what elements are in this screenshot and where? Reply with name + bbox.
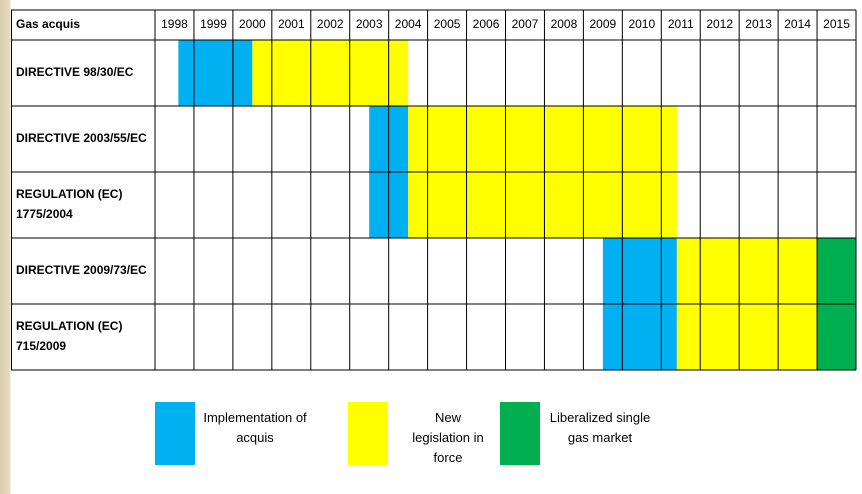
year-label: 2001: [278, 17, 305, 31]
legend-label: Implementation of acquis: [200, 408, 310, 448]
year-label: 2006: [473, 17, 500, 31]
phase-bar: [817, 238, 856, 304]
phase-bar: [676, 304, 818, 370]
year-label: 2014: [784, 17, 811, 31]
phase-bar: [408, 172, 677, 238]
header-label: Gas acquis: [16, 17, 80, 31]
year-label: 2007: [512, 17, 539, 31]
year-label: 2004: [395, 17, 422, 31]
legend-line: legislation in: [412, 430, 484, 445]
year-label: 2008: [551, 17, 578, 31]
year-label: 2013: [745, 17, 772, 31]
phase-bar: [602, 238, 677, 304]
year-label: 2015: [823, 17, 850, 31]
year-label: 1998: [161, 17, 188, 31]
legend-line: acquis: [236, 430, 274, 445]
year-label: 1999: [200, 17, 227, 31]
phase-bar: [408, 106, 677, 172]
year-label: 2011: [668, 17, 694, 31]
legend-line: gas market: [567, 430, 633, 445]
year-label: 2005: [434, 17, 461, 31]
legend-swatch: [155, 402, 195, 465]
year-label: 2009: [590, 17, 617, 31]
row-label: REGULATION (EC): [16, 187, 122, 201]
legend-swatch: [348, 402, 388, 465]
row-label: DIRECTIVE 98/30/EC: [16, 65, 134, 79]
legend-line: Liberalized single: [549, 410, 651, 425]
legend-swatch: [500, 402, 540, 465]
phase-bar: [817, 304, 856, 370]
year-label: 2003: [356, 17, 383, 31]
phase-bar: [676, 238, 818, 304]
row-label: DIRECTIVE 2009/73/EC: [16, 263, 147, 277]
legend-line: force: [433, 450, 463, 465]
year-label: 2012: [706, 17, 733, 31]
row-label: 1775/2004: [16, 207, 73, 221]
phase-bar: [252, 40, 409, 106]
legend-label: New legislation in force: [393, 408, 503, 468]
year-label: 2002: [317, 17, 344, 31]
year-label: 2000: [239, 17, 266, 31]
row-label: DIRECTIVE 2003/55/EC: [16, 131, 147, 145]
phase-bar: [602, 304, 677, 370]
phase-bar: [178, 40, 253, 106]
row-label: REGULATION (EC): [16, 319, 122, 333]
legend-label: Liberalized single gas market: [545, 408, 655, 448]
year-label: 2010: [628, 17, 655, 31]
legend-line: New: [434, 410, 461, 425]
row-label: 715/2009: [16, 339, 66, 353]
legend-line: Implementation of: [203, 410, 307, 425]
